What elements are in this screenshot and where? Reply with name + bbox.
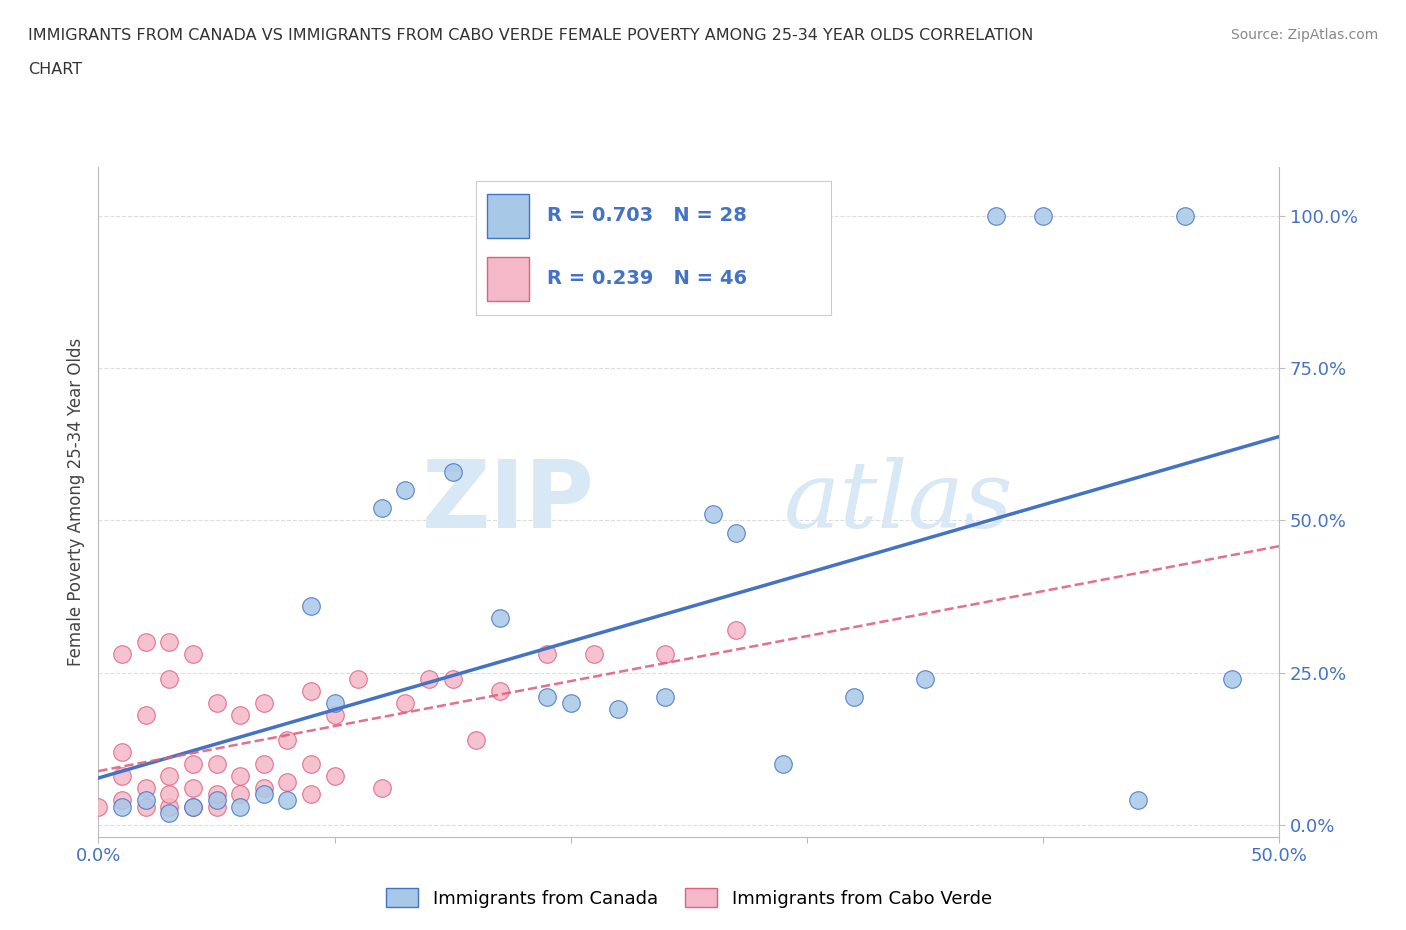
Point [984, 208, 1007, 223]
Point [654, 689, 676, 704]
Point [157, 769, 180, 784]
Point [205, 696, 228, 711]
Point [465, 732, 488, 747]
Point [135, 708, 157, 723]
Point [1126, 793, 1149, 808]
Text: ZIP: ZIP [422, 457, 595, 548]
Point [181, 799, 204, 814]
Point [371, 501, 394, 516]
Point [702, 507, 724, 522]
Point [299, 756, 322, 771]
Legend: Immigrants from Canada, Immigrants from Cabo Verde: Immigrants from Canada, Immigrants from … [378, 882, 1000, 915]
Point [229, 708, 252, 723]
Point [157, 799, 180, 814]
Point [914, 671, 936, 686]
Point [157, 805, 180, 820]
Point [394, 483, 416, 498]
Point [253, 756, 276, 771]
Point [205, 793, 228, 808]
Point [583, 647, 606, 662]
Point [111, 769, 134, 784]
Point [229, 769, 252, 784]
Point [347, 671, 370, 686]
Text: Source: ZipAtlas.com: Source: ZipAtlas.com [1230, 28, 1378, 42]
Point [157, 635, 180, 650]
Point [205, 799, 228, 814]
Point [205, 756, 228, 771]
Point [181, 647, 204, 662]
Point [441, 464, 464, 479]
Point [1032, 208, 1054, 223]
Point [371, 781, 394, 796]
Point [772, 756, 794, 771]
Point [299, 684, 322, 698]
Point [299, 787, 322, 802]
Text: atlas: atlas [783, 458, 1012, 547]
Point [181, 756, 204, 771]
Point [181, 799, 204, 814]
Point [276, 793, 298, 808]
Point [87, 799, 110, 814]
Point [394, 696, 416, 711]
Point [135, 635, 157, 650]
Text: IMMIGRANTS FROM CANADA VS IMMIGRANTS FROM CABO VERDE FEMALE POVERTY AMONG 25-34 : IMMIGRANTS FROM CANADA VS IMMIGRANTS FRO… [28, 28, 1033, 43]
Point [441, 671, 464, 686]
Point [323, 708, 346, 723]
Point [489, 684, 512, 698]
Point [111, 744, 134, 759]
Point [276, 732, 298, 747]
Point [536, 647, 558, 662]
Point [1174, 208, 1197, 223]
Point [229, 787, 252, 802]
Point [323, 696, 346, 711]
Point [253, 696, 276, 711]
Point [205, 787, 228, 802]
Point [229, 799, 252, 814]
Point [135, 793, 157, 808]
Point [844, 689, 866, 704]
Point [725, 525, 748, 540]
Point [276, 775, 298, 790]
Point [654, 647, 676, 662]
Point [157, 671, 180, 686]
Point [135, 799, 157, 814]
Point [323, 769, 346, 784]
Point [135, 781, 157, 796]
Point [111, 647, 134, 662]
Point [111, 793, 134, 808]
Point [253, 787, 276, 802]
Point [418, 671, 440, 686]
Point [725, 622, 748, 637]
Point [607, 702, 630, 717]
Point [1220, 671, 1243, 686]
Point [536, 689, 558, 704]
Point [157, 787, 180, 802]
Text: CHART: CHART [28, 62, 82, 77]
Point [560, 696, 582, 711]
Point [489, 610, 512, 625]
Point [299, 598, 322, 613]
Point [111, 799, 134, 814]
Point [181, 781, 204, 796]
Y-axis label: Female Poverty Among 25-34 Year Olds: Female Poverty Among 25-34 Year Olds [66, 339, 84, 666]
Point [253, 781, 276, 796]
